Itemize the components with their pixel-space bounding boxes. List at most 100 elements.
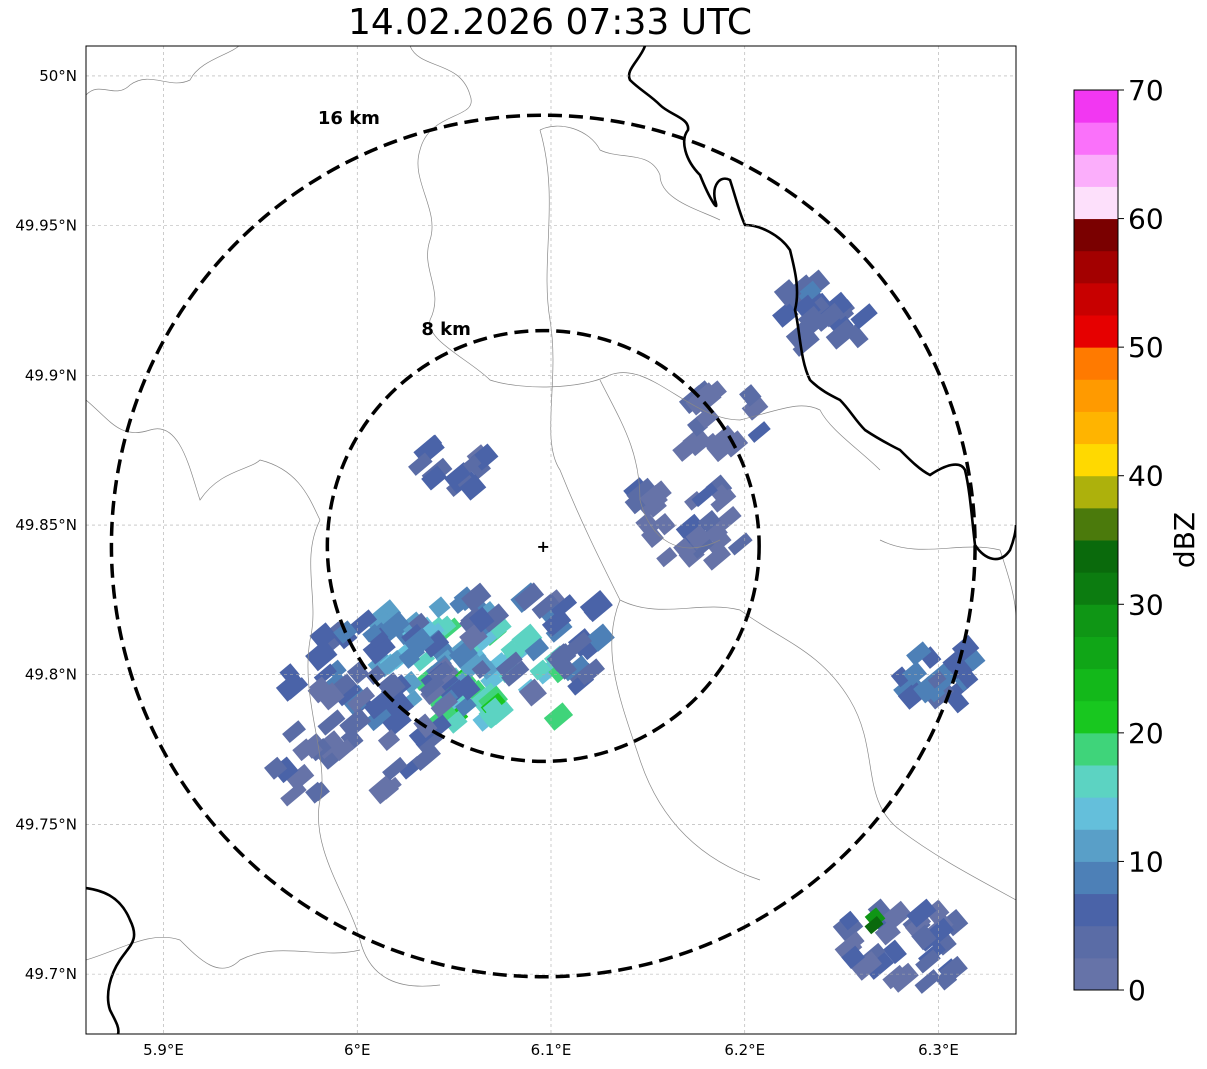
colorbar-segment: [1074, 861, 1118, 895]
echo-pixel: [772, 301, 799, 328]
echo-pixel: [945, 688, 970, 714]
echo-pixel: [408, 452, 433, 476]
colorbar-segment: [1074, 250, 1118, 284]
echo-pixel: [363, 691, 394, 720]
latitude-tick-label: 49.8°N: [25, 666, 77, 684]
echo-pixel: [462, 454, 482, 474]
colorbar: 0 10 20 30 40 50 60 70 dBZ: [1073, 74, 1201, 1007]
latitude-tick-label: 49.7°N: [25, 965, 77, 983]
echo-pixel: [283, 677, 309, 700]
echo-pixel: [942, 651, 963, 671]
echo-pixel: [282, 720, 306, 744]
echo-pixel: [411, 743, 441, 772]
echo-pixel: [586, 623, 615, 652]
echo-pixel: [958, 668, 979, 689]
radar-site-marker[interactable]: +: [537, 537, 550, 556]
latitude-tick-label: 49.75°N: [15, 815, 77, 833]
echo-pixel: [307, 679, 333, 704]
colorbar-tick-label: 0: [1128, 974, 1146, 1007]
echo-pixel: [454, 674, 481, 701]
colorbar-segment: [1074, 411, 1118, 445]
echo-pixel: [717, 510, 737, 529]
echo-pixel: [531, 593, 560, 620]
echo-pixel: [428, 596, 451, 619]
colorbar-segment: [1074, 636, 1118, 670]
echo-pixel: [455, 695, 477, 717]
echo-pixel: [488, 701, 514, 726]
echo-pixel: [741, 394, 769, 421]
echo-pixel: [915, 949, 941, 974]
echo-pixel: [819, 302, 845, 328]
longitude-tick-label: 6.3°E: [918, 1041, 959, 1059]
municipal-boundary-line: [739, 609, 1016, 901]
echo-pixel: [924, 899, 950, 925]
echo-pixel: [367, 627, 389, 649]
echo-pixel: [902, 661, 927, 686]
colorbar-segment: [1074, 347, 1118, 380]
echo-pixel: [673, 537, 697, 562]
echo-pixel: [747, 421, 771, 443]
map-area[interactable]: 8 km 16 km +: [85, 45, 1017, 1035]
longitude-tick-label: 6.2°E: [724, 1041, 765, 1059]
echo-pixel: [368, 775, 398, 805]
municipal-boundary-line: [86, 936, 361, 969]
echo-pixel: [316, 682, 345, 711]
colorbar-segment: [1074, 475, 1118, 509]
echo-pixel: [365, 665, 386, 686]
echo-pixel: [653, 512, 676, 536]
echo-pixel: [430, 692, 458, 718]
echo-pixel: [474, 629, 497, 652]
echo-pixel: [579, 658, 606, 683]
echo-pixel: [420, 630, 450, 658]
colorbar-segment: [1074, 765, 1118, 798]
echo-pixel: [701, 432, 725, 456]
echo-pixel: [511, 623, 543, 654]
echo-pixel: [550, 594, 578, 619]
colorbar-tick-label: 60: [1128, 203, 1164, 236]
echo-pixel: [376, 649, 406, 678]
echo-pixel: [401, 623, 425, 646]
colorbar-segment: [1074, 797, 1118, 830]
latitude-tick-label: 50°N: [39, 67, 77, 85]
colorbar-segment: [1074, 122, 1118, 155]
colorbar-segment: [1074, 154, 1118, 187]
colorbar-segment: [1074, 957, 1118, 991]
echo-pixel: [882, 964, 908, 990]
colorbar-label: dBZ: [1168, 512, 1201, 568]
longitude-tick-label: 6°E: [344, 1041, 371, 1059]
municipal-boundary-line: [539, 125, 721, 221]
municipal-boundary-line: [539, 129, 741, 611]
longitude-tick-label: 5.9°E: [143, 1041, 184, 1059]
colorbar-segment: [1074, 604, 1118, 637]
municipal-boundary-line: [86, 46, 240, 96]
municipal-boundary-line: [611, 599, 761, 881]
latitude-tick-label: 49.95°N: [15, 217, 77, 235]
echo-pixel: [364, 703, 394, 732]
colorbar-segment: [1074, 90, 1118, 123]
echo-pixel: [362, 623, 382, 643]
range-ring-label: 16 km: [318, 108, 380, 129]
echo-pixel: [691, 482, 718, 508]
echo-pixel: [839, 910, 859, 931]
echo-pixel: [841, 945, 865, 970]
echo-pixel: [331, 739, 355, 762]
country-border-line: [627, 46, 1016, 561]
echo-pixel: [421, 465, 448, 491]
echo-pixel: [624, 493, 646, 515]
colorbar-segment: [1074, 218, 1118, 252]
municipal-boundary-line: [599, 379, 721, 549]
colorbar-segment: [1074, 540, 1118, 573]
colorbar-frame: [1073, 89, 1119, 991]
latitude-tick-labels: 50°N 49.95°N 49.9°N 49.85°N 49.8°N 49.75°N 49.…: [15, 67, 77, 983]
echo-pixel: [703, 544, 732, 571]
longitude-tick-labels: 5.9°E 6°E 6.1°E 6.2°E 6.3°E: [143, 1041, 959, 1059]
longitude-tick-label: 6.1°E: [531, 1041, 572, 1059]
gridlines: [86, 46, 1016, 1034]
colorbar-tick-label: 40: [1128, 460, 1164, 493]
echo-pixel: [347, 686, 376, 713]
echo-pixel: [317, 709, 346, 736]
echo-pixel: [541, 608, 572, 637]
country-borders: [86, 46, 1016, 1034]
municipal-boundary-line: [879, 539, 1016, 621]
echo-pixel: [635, 511, 661, 538]
